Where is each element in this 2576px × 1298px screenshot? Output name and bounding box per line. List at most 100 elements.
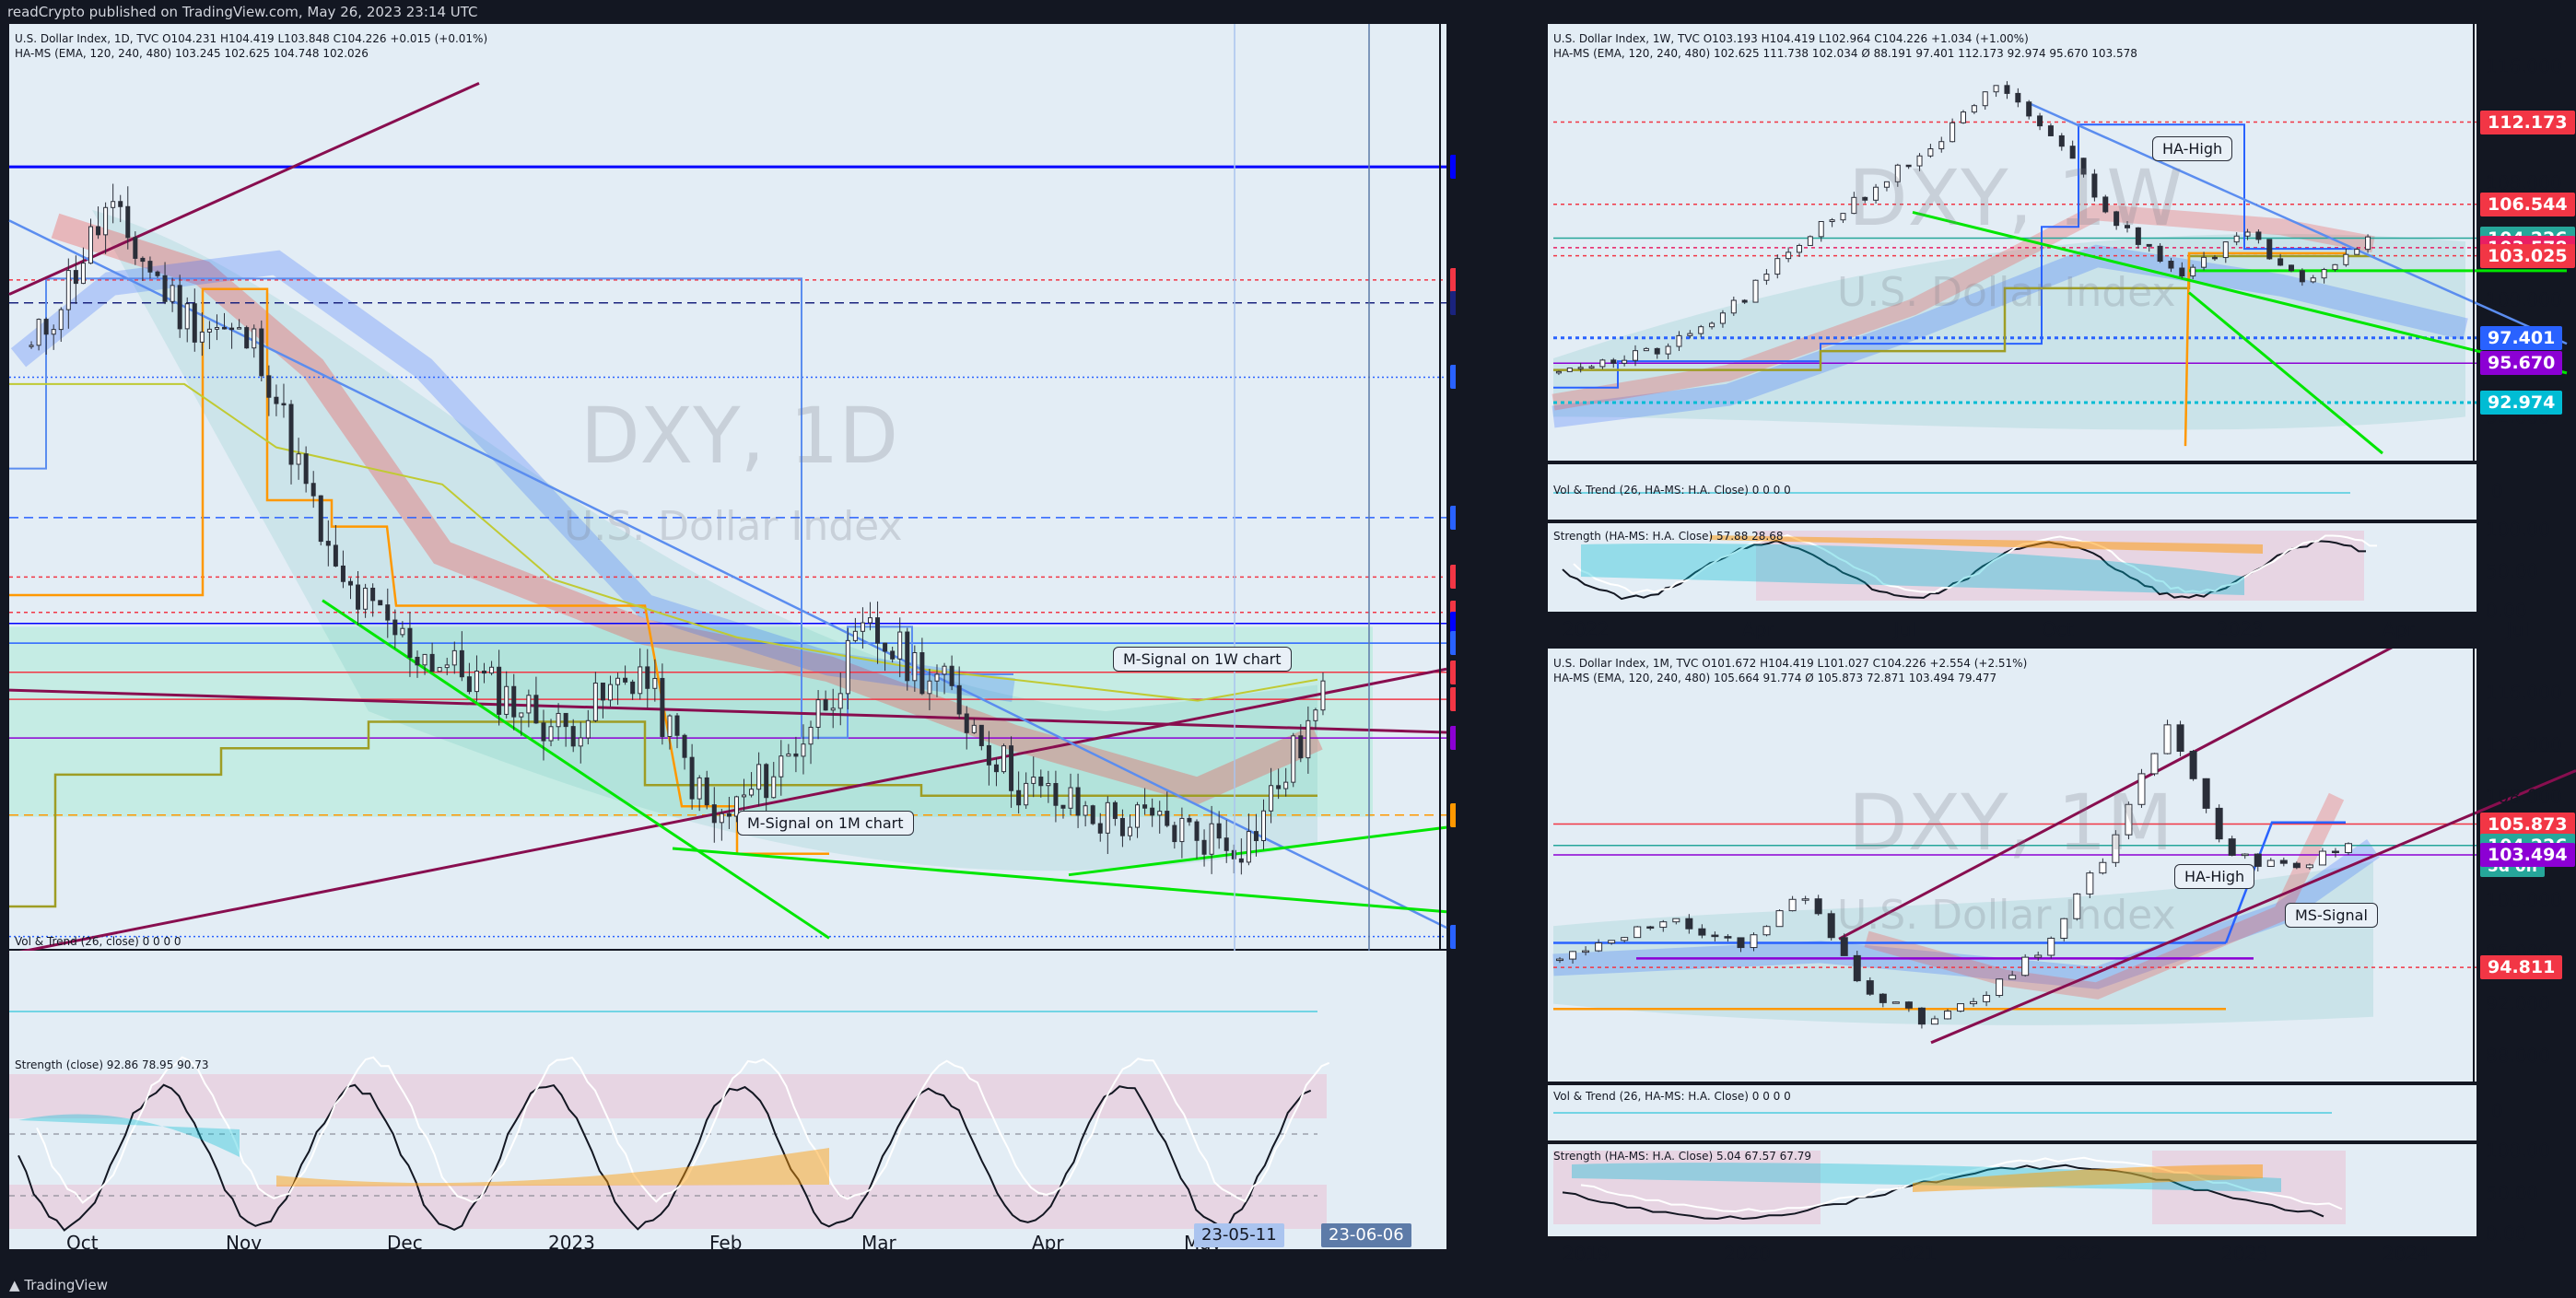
weekly-candle [2015, 92, 2021, 103]
monthly-symbol-legend: U.S. Dollar Index, 1M, TVC O101.672 H104… [1553, 657, 2028, 670]
daily-candle [638, 666, 643, 695]
monthly-candle [2266, 859, 2275, 867]
daily-candle [1320, 680, 1326, 711]
daily-candle [519, 712, 524, 718]
callout-msignal-1m: M-Signal on 1M chart [737, 811, 914, 836]
date-tag-end: 23-06-06 [1321, 1223, 1411, 1247]
monthly-date-label: 2024 [2383, 1243, 2430, 1265]
daily-candle [192, 303, 197, 343]
daily-candle [259, 328, 264, 377]
daily-vol-bg [9, 951, 1446, 1061]
monthly-chart-pane[interactable]: 116.000112.000108.000104.000100.00096.00… [1544, 649, 2576, 1272]
weekly-chart-pane[interactable]: 116.000112.000108.000104.000100.00096.00… [1544, 24, 2576, 647]
weekly-chart-canvas[interactable]: 116.000112.000108.000104.000100.00096.00… [1544, 24, 2576, 647]
price-tag-99-732: 99.732 [1450, 924, 1456, 949]
daily-candle [318, 495, 323, 543]
weekly-date-label: 2023 [2217, 618, 2264, 640]
daily-candle [615, 677, 621, 685]
monthly-candle [1711, 934, 1719, 938]
daily-strength-line [18, 1083, 1312, 1232]
weekly-red-band [1551, 204, 2375, 411]
weekly-candle [2299, 270, 2305, 283]
daily-candle [474, 671, 479, 693]
weekly-candle [1566, 367, 1573, 372]
daily-candle [1276, 785, 1282, 789]
daily-candle [897, 631, 903, 660]
weekly-candle [1927, 148, 1934, 157]
daily-candle [466, 676, 472, 693]
daily-candle [660, 677, 665, 737]
monthly-candle [2344, 843, 2352, 853]
daily-candle [726, 813, 732, 817]
daily-candle [905, 631, 910, 682]
weekly-candle [2113, 211, 2120, 227]
daily-candle [742, 794, 747, 798]
monthly-candle [2112, 834, 2120, 863]
daily-date-label: 2023 [548, 1232, 595, 1254]
weekly-candle [2004, 85, 2010, 94]
weekly-candle [1676, 334, 1682, 347]
monthly-candle [2060, 918, 2068, 939]
weekly-candle [2168, 261, 2174, 269]
daily-candle [1313, 709, 1318, 721]
monthly-candle [1970, 1000, 1978, 1005]
monthly-candle [1633, 926, 1642, 939]
weekly-candle [1599, 359, 1606, 368]
price-tag-114-315: 114.315 [1450, 155, 1456, 180]
daily-candle [222, 327, 228, 330]
daily-candle [422, 653, 427, 666]
monthly-candle [1814, 898, 1822, 915]
monthly-candle [2137, 773, 2146, 805]
monthly-candle [1879, 993, 1887, 1003]
weekly-cloud [1553, 233, 2465, 430]
daily-candle [170, 285, 175, 302]
weekly-date-label: Jul [1892, 618, 1916, 640]
monthly-candle [1891, 1001, 1900, 1004]
weekly-strength-teal-area [1581, 544, 2244, 595]
daily-candle [1194, 821, 1200, 841]
daily-candle [155, 271, 160, 276]
daily-candle [764, 764, 769, 799]
daily-date-label: Apr [1032, 1232, 1064, 1254]
daily-candle [986, 744, 991, 766]
monthly-candle [1724, 936, 1732, 939]
weekly-candle [1665, 345, 1671, 355]
weekly-candle [1577, 367, 1584, 369]
daily-candle [504, 685, 509, 715]
price-tag-107-670: 107.670 [1450, 505, 1456, 530]
weekly-strength-orange-area [1710, 535, 2263, 554]
publish-header: readCrypto published on TradingView.com,… [0, 0, 2576, 24]
monthly-candle [2292, 862, 2301, 869]
daily-candle [80, 263, 86, 285]
weekly-candle [1687, 333, 1693, 336]
daily-candle [73, 270, 78, 285]
monthly-candle [2163, 724, 2172, 754]
weekly-blue-step [1553, 123, 2355, 389]
price-tag-103-494: 103.494 [1450, 726, 1456, 751]
weekly-candle [2058, 134, 2065, 147]
weekly-candle [1862, 196, 1868, 201]
daily-date-label: Feb [709, 1232, 742, 1254]
weekly-date-label: Oct [2042, 618, 2074, 640]
monthly-chart-canvas[interactable]: 116.000112.000108.000104.000100.00096.00… [1544, 649, 2576, 1272]
daily-candle [971, 724, 977, 733]
daily-chart-pane[interactable]: 116.000115.000114.000113.000112.000111.0… [0, 24, 1456, 1272]
weekly-candle [2091, 173, 2098, 198]
monthly-candle [2008, 975, 2017, 980]
daily-candle [697, 777, 702, 800]
monthly-candle [1737, 937, 1745, 949]
daily-candle [956, 684, 962, 715]
daily-candle [356, 584, 361, 610]
weekly-candle [1993, 85, 1999, 93]
daily-candle [801, 743, 806, 757]
daily-candle [719, 813, 724, 824]
weekly-candle [1643, 347, 1649, 352]
weekly-candle [2080, 158, 2087, 175]
weekly-candle [1719, 312, 1726, 324]
daily-candle [437, 667, 442, 672]
daily-symbol-legend: U.S. Dollar Index, 1D, TVC O104.231 H104… [15, 32, 488, 45]
daily-candle [689, 756, 695, 800]
callout-ha-high-weekly: HA-High [2152, 136, 2233, 161]
daily-vol-trend-label: Vol & Trend (26, close) 0 0 0 0 [15, 935, 181, 948]
monthly-candle [2189, 751, 2197, 779]
